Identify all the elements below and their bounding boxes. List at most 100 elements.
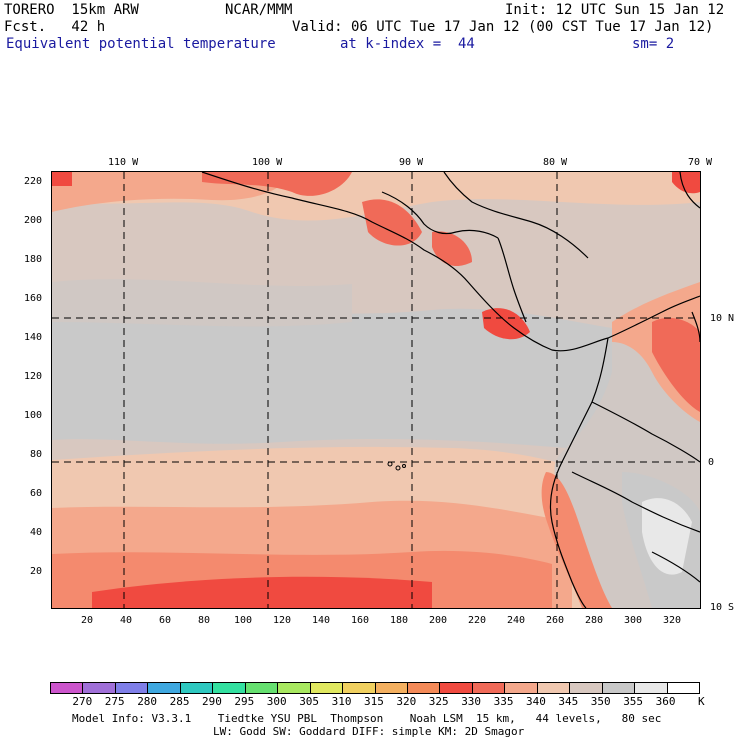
y-label-160: 160 — [24, 293, 43, 304]
colorbar-label-280: 280 — [137, 695, 158, 708]
x-label-300: 300 — [624, 615, 643, 626]
south-america-pacific-coast — [549, 337, 609, 608]
south-red-belt — [92, 576, 432, 608]
x-label-100: 100 — [234, 615, 253, 626]
colorbar-label-305: 305 — [299, 695, 320, 708]
coastlines — [201, 172, 700, 608]
colombia-hot — [652, 317, 700, 412]
colorbar-label-285: 285 — [169, 695, 190, 708]
y-label-120: 120 — [24, 371, 43, 382]
colorbar-swatch-16 — [570, 683, 603, 693]
grey-band — [52, 308, 612, 452]
init-time: Init: 12 UTC Sun 15 Jan 12 — [505, 2, 725, 18]
colorbar-label-340: 340 — [526, 695, 546, 708]
colorbar-swatch-0 — [51, 683, 84, 693]
model-title: TORERO 15km ARW — [4, 2, 139, 18]
x-label-180: 180 — [390, 615, 409, 626]
colorbar-swatch-12 — [440, 683, 473, 693]
peru-coast-warm — [541, 472, 612, 608]
pacific-coast-central-america — [201, 172, 609, 352]
center-title: NCAR/MMM — [225, 2, 293, 18]
high-andes — [642, 498, 692, 575]
colorbar-label-290: 290 — [202, 695, 222, 708]
colorbar-swatch-6 — [245, 683, 279, 693]
y-label-100: 100 — [24, 410, 43, 421]
peru-ecuador-border — [571, 471, 700, 533]
panama-colombia-coast — [607, 295, 700, 339]
caribbean-island-coast — [679, 172, 700, 209]
colorbar-swatch-13 — [472, 683, 506, 693]
mexico-warm — [202, 172, 352, 196]
venezuela-coast — [691, 311, 700, 343]
colorbar-swatch-14 — [505, 683, 538, 693]
y-label-80: 80 — [30, 449, 43, 460]
y-label-180: 180 — [24, 254, 43, 265]
theta-e-map — [52, 172, 700, 608]
y-label-140: 140 — [24, 332, 43, 343]
colorbar-label-300: 300 — [266, 695, 287, 708]
x-label-240: 240 — [507, 615, 526, 626]
caribbean-hot — [672, 172, 700, 194]
colorbar-label-320: 320 — [396, 695, 417, 708]
colorbar-label-345: 345 — [558, 695, 579, 708]
y-label-20: 20 — [30, 566, 43, 577]
guatemala-warm — [362, 199, 422, 246]
colorbar-label-330: 330 — [461, 695, 482, 708]
colorbar-label-350: 350 — [590, 695, 611, 708]
grey-tongue — [52, 279, 352, 327]
latlon-grid — [52, 172, 700, 608]
x-label-60: 60 — [159, 615, 172, 626]
colorbar-label-310: 310 — [331, 695, 352, 708]
honduras-warm — [432, 231, 472, 267]
colorbar-swatch-1 — [83, 683, 116, 693]
x-label-140: 140 — [312, 615, 331, 626]
colorbar-label-275: 275 — [104, 695, 125, 708]
lon-label-70w: 70 W — [688, 157, 713, 168]
lon-label-100w: 100 W — [252, 157, 283, 168]
nicaragua-border — [497, 237, 527, 323]
x-label-160: 160 — [351, 615, 370, 626]
colorbar-label-360: 360 — [655, 695, 676, 708]
colorbar-swatch-19 — [667, 683, 700, 693]
colorbar-swatch-10 — [375, 683, 408, 693]
y-label-60: 60 — [30, 488, 43, 499]
y-label-40: 40 — [30, 527, 43, 538]
lat-label-10s: 10 S — [710, 602, 735, 613]
y-label-200: 200 — [24, 215, 43, 226]
corner-hot — [52, 172, 72, 186]
level-info: at k-index = 44 — [340, 36, 475, 52]
colorbar-label-355: 355 — [623, 695, 644, 708]
peru-border — [651, 551, 700, 583]
colorbar-label-295: 295 — [234, 695, 255, 708]
x-label-220: 220 — [468, 615, 487, 626]
colorbar-swatch-2 — [115, 683, 149, 693]
x-label-20: 20 — [81, 615, 94, 626]
field-name: Equivalent potential temperature — [6, 36, 276, 52]
guatemala-border — [381, 191, 499, 239]
colorbar-swatch-4 — [180, 683, 214, 693]
model-info-line2: LW: Godd SW: Goddard DIFF: simple KM: 2D… — [213, 725, 525, 738]
colorbar-unit: K — [698, 695, 705, 708]
lat-label-10n: 10 N — [710, 313, 735, 324]
forecast-hour: Fcst. 42 h — [4, 19, 106, 35]
galapagos-islands — [387, 461, 406, 471]
caribbean-coast — [443, 172, 589, 259]
lon-label-90w: 90 W — [399, 157, 424, 168]
x-label-280: 280 — [585, 615, 604, 626]
model-info-line1: Model Info: V3.3.1 Tiedtke YSU PBL Thomp… — [72, 712, 662, 725]
x-label-260: 260 — [546, 615, 565, 626]
colorbar-label-325: 325 — [428, 695, 449, 708]
colorbar-swatch-17 — [602, 683, 636, 693]
colorbar-swatch-11 — [407, 683, 441, 693]
colorbar-swatch-5 — [213, 683, 246, 693]
lon-label-80w: 80 W — [543, 157, 568, 168]
lon-label-110w: 110 W — [108, 157, 139, 168]
colorbar-label-270: 270 — [72, 695, 93, 708]
colorbar-swatch-15 — [537, 683, 571, 693]
x-label-120: 120 — [273, 615, 292, 626]
y-label-220: 220 — [24, 176, 43, 187]
colorbar-swatch-8 — [310, 683, 344, 693]
lat-label-0: 0 — [708, 457, 715, 468]
x-label-40: 40 — [120, 615, 133, 626]
colorbar — [50, 682, 700, 694]
